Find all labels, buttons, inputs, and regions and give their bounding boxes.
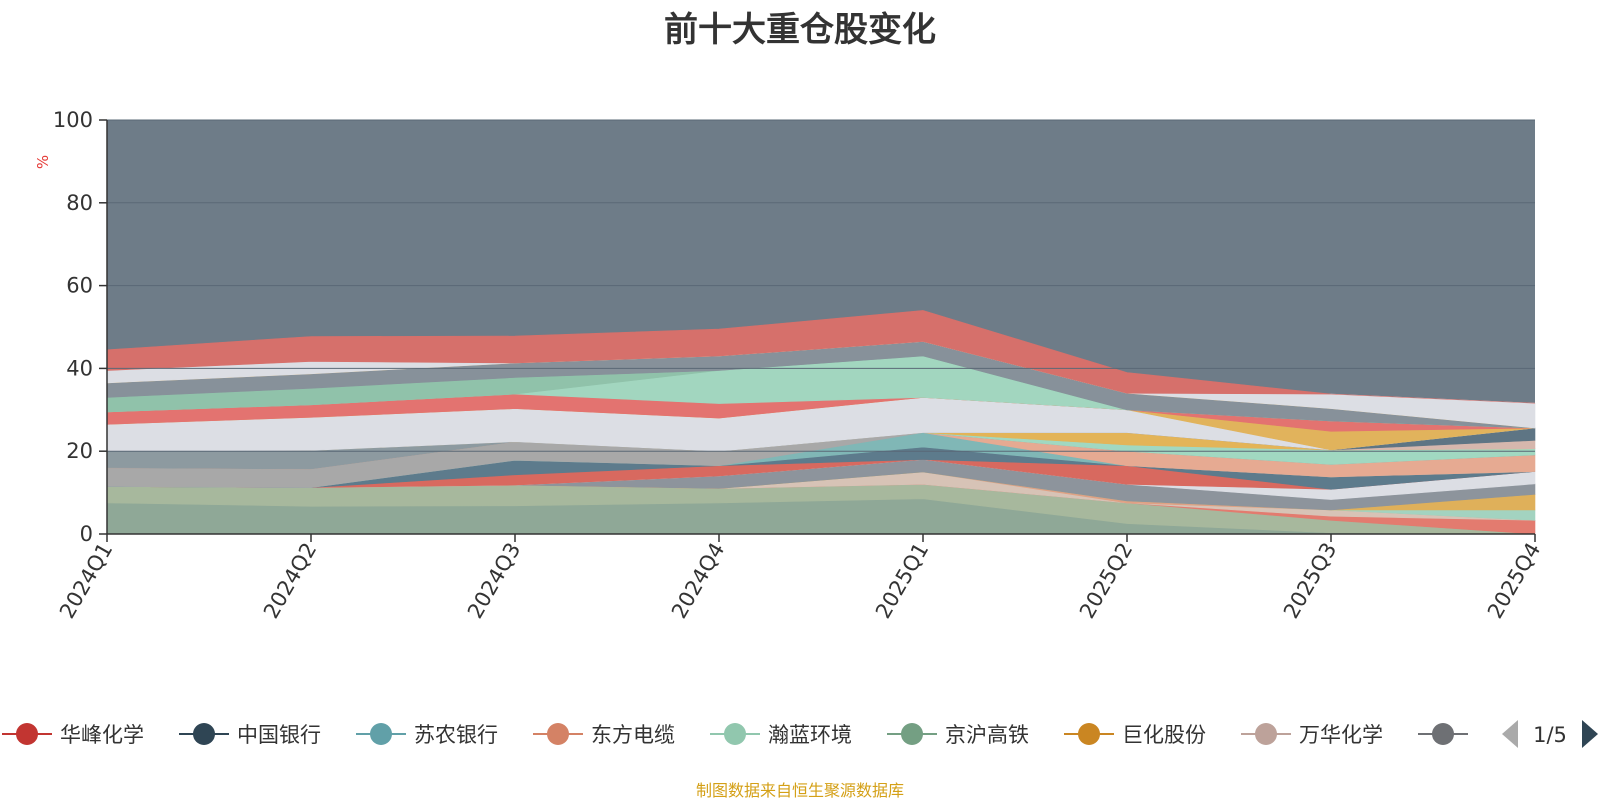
legend-item-7[interactable]: 巨化股份 <box>1064 723 1206 747</box>
legend-label: 东方电缆 <box>591 723 675 747</box>
legend-label: 中国银行 <box>237 723 321 747</box>
legend-label: 巨化股份 <box>1122 723 1206 747</box>
y-axis-label: % <box>34 155 52 169</box>
x-tick-label-2024Q3: 2024Q3 <box>463 539 525 623</box>
legend-marker-icon <box>1078 723 1100 745</box>
plot-area <box>106 119 1536 535</box>
y-tick-label-0: 0 <box>80 522 93 546</box>
area-band-28 <box>106 310 1536 404</box>
legend-marker-icon <box>724 723 746 745</box>
y-tick-label-40: 40 <box>66 356 93 380</box>
x-tick-label-2024Q2: 2024Q2 <box>259 539 321 623</box>
legend-pager: 1/5 <box>1502 720 1598 748</box>
legend-marker-icon <box>901 723 923 745</box>
legend-marker-icon <box>1255 723 1277 745</box>
legend-label: 华峰化学 <box>60 723 144 747</box>
pager-prev-icon[interactable] <box>1502 720 1518 748</box>
legend-item-5[interactable]: 瀚蓝环境 <box>710 723 852 747</box>
legend-marker-icon <box>16 723 38 745</box>
legend-item-4[interactable]: 东方电缆 <box>533 723 675 747</box>
legend-item-1[interactable]: 华峰化学 <box>2 723 144 747</box>
legend-marker-icon <box>370 723 392 745</box>
legend-marker-icon <box>547 723 569 745</box>
x-tick-label-2025Q3: 2025Q3 <box>1279 539 1341 623</box>
legend-label: 万华化学 <box>1299 723 1383 747</box>
x-tick-label-2025Q1: 2025Q1 <box>871 539 933 623</box>
y-tick-label-20: 20 <box>66 439 93 463</box>
footer-source-note: 制图数据来自恒生聚源数据库 <box>695 781 904 800</box>
y-tick-label-80: 80 <box>66 191 93 215</box>
legend-marker-icon <box>193 723 215 745</box>
pager-next-icon[interactable] <box>1582 720 1598 748</box>
legend-label: 京沪高铁 <box>945 723 1029 747</box>
y-tick-label-100: 100 <box>53 108 93 132</box>
chart-title: 前十大重仓股变化 <box>664 10 936 50</box>
legend-item-6[interactable]: 京沪高铁 <box>887 723 1029 747</box>
legend-label: 瀚蓝环境 <box>768 723 852 747</box>
legend: 华峰化学 中国银行 苏农银行 东方电缆 瀚蓝环境 京沪高铁 巨化股份 万华化学 <box>2 723 1468 747</box>
x-tick-label-2024Q4: 2024Q4 <box>667 539 729 623</box>
pager-text: 1/5 <box>1533 723 1567 747</box>
legend-item-2[interactable]: 中国银行 <box>179 723 321 747</box>
legend-label: 苏农银行 <box>414 723 498 747</box>
x-tick-label-2024Q1: 2024Q1 <box>55 539 117 623</box>
y-tick-label-60: 60 <box>66 274 93 298</box>
x-tick-label-2025Q2: 2025Q2 <box>1075 539 1137 623</box>
legend-item-3[interactable]: 苏农银行 <box>356 723 498 747</box>
legend-marker-icon <box>1432 723 1454 745</box>
legend-item-8[interactable]: 万华化学 <box>1241 723 1383 747</box>
legend-item-9[interactable] <box>1418 723 1468 745</box>
x-tick-label-2025Q4: 2025Q4 <box>1483 539 1545 623</box>
